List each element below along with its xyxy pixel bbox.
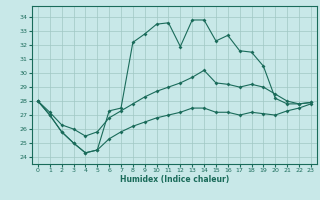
X-axis label: Humidex (Indice chaleur): Humidex (Indice chaleur) xyxy=(120,175,229,184)
